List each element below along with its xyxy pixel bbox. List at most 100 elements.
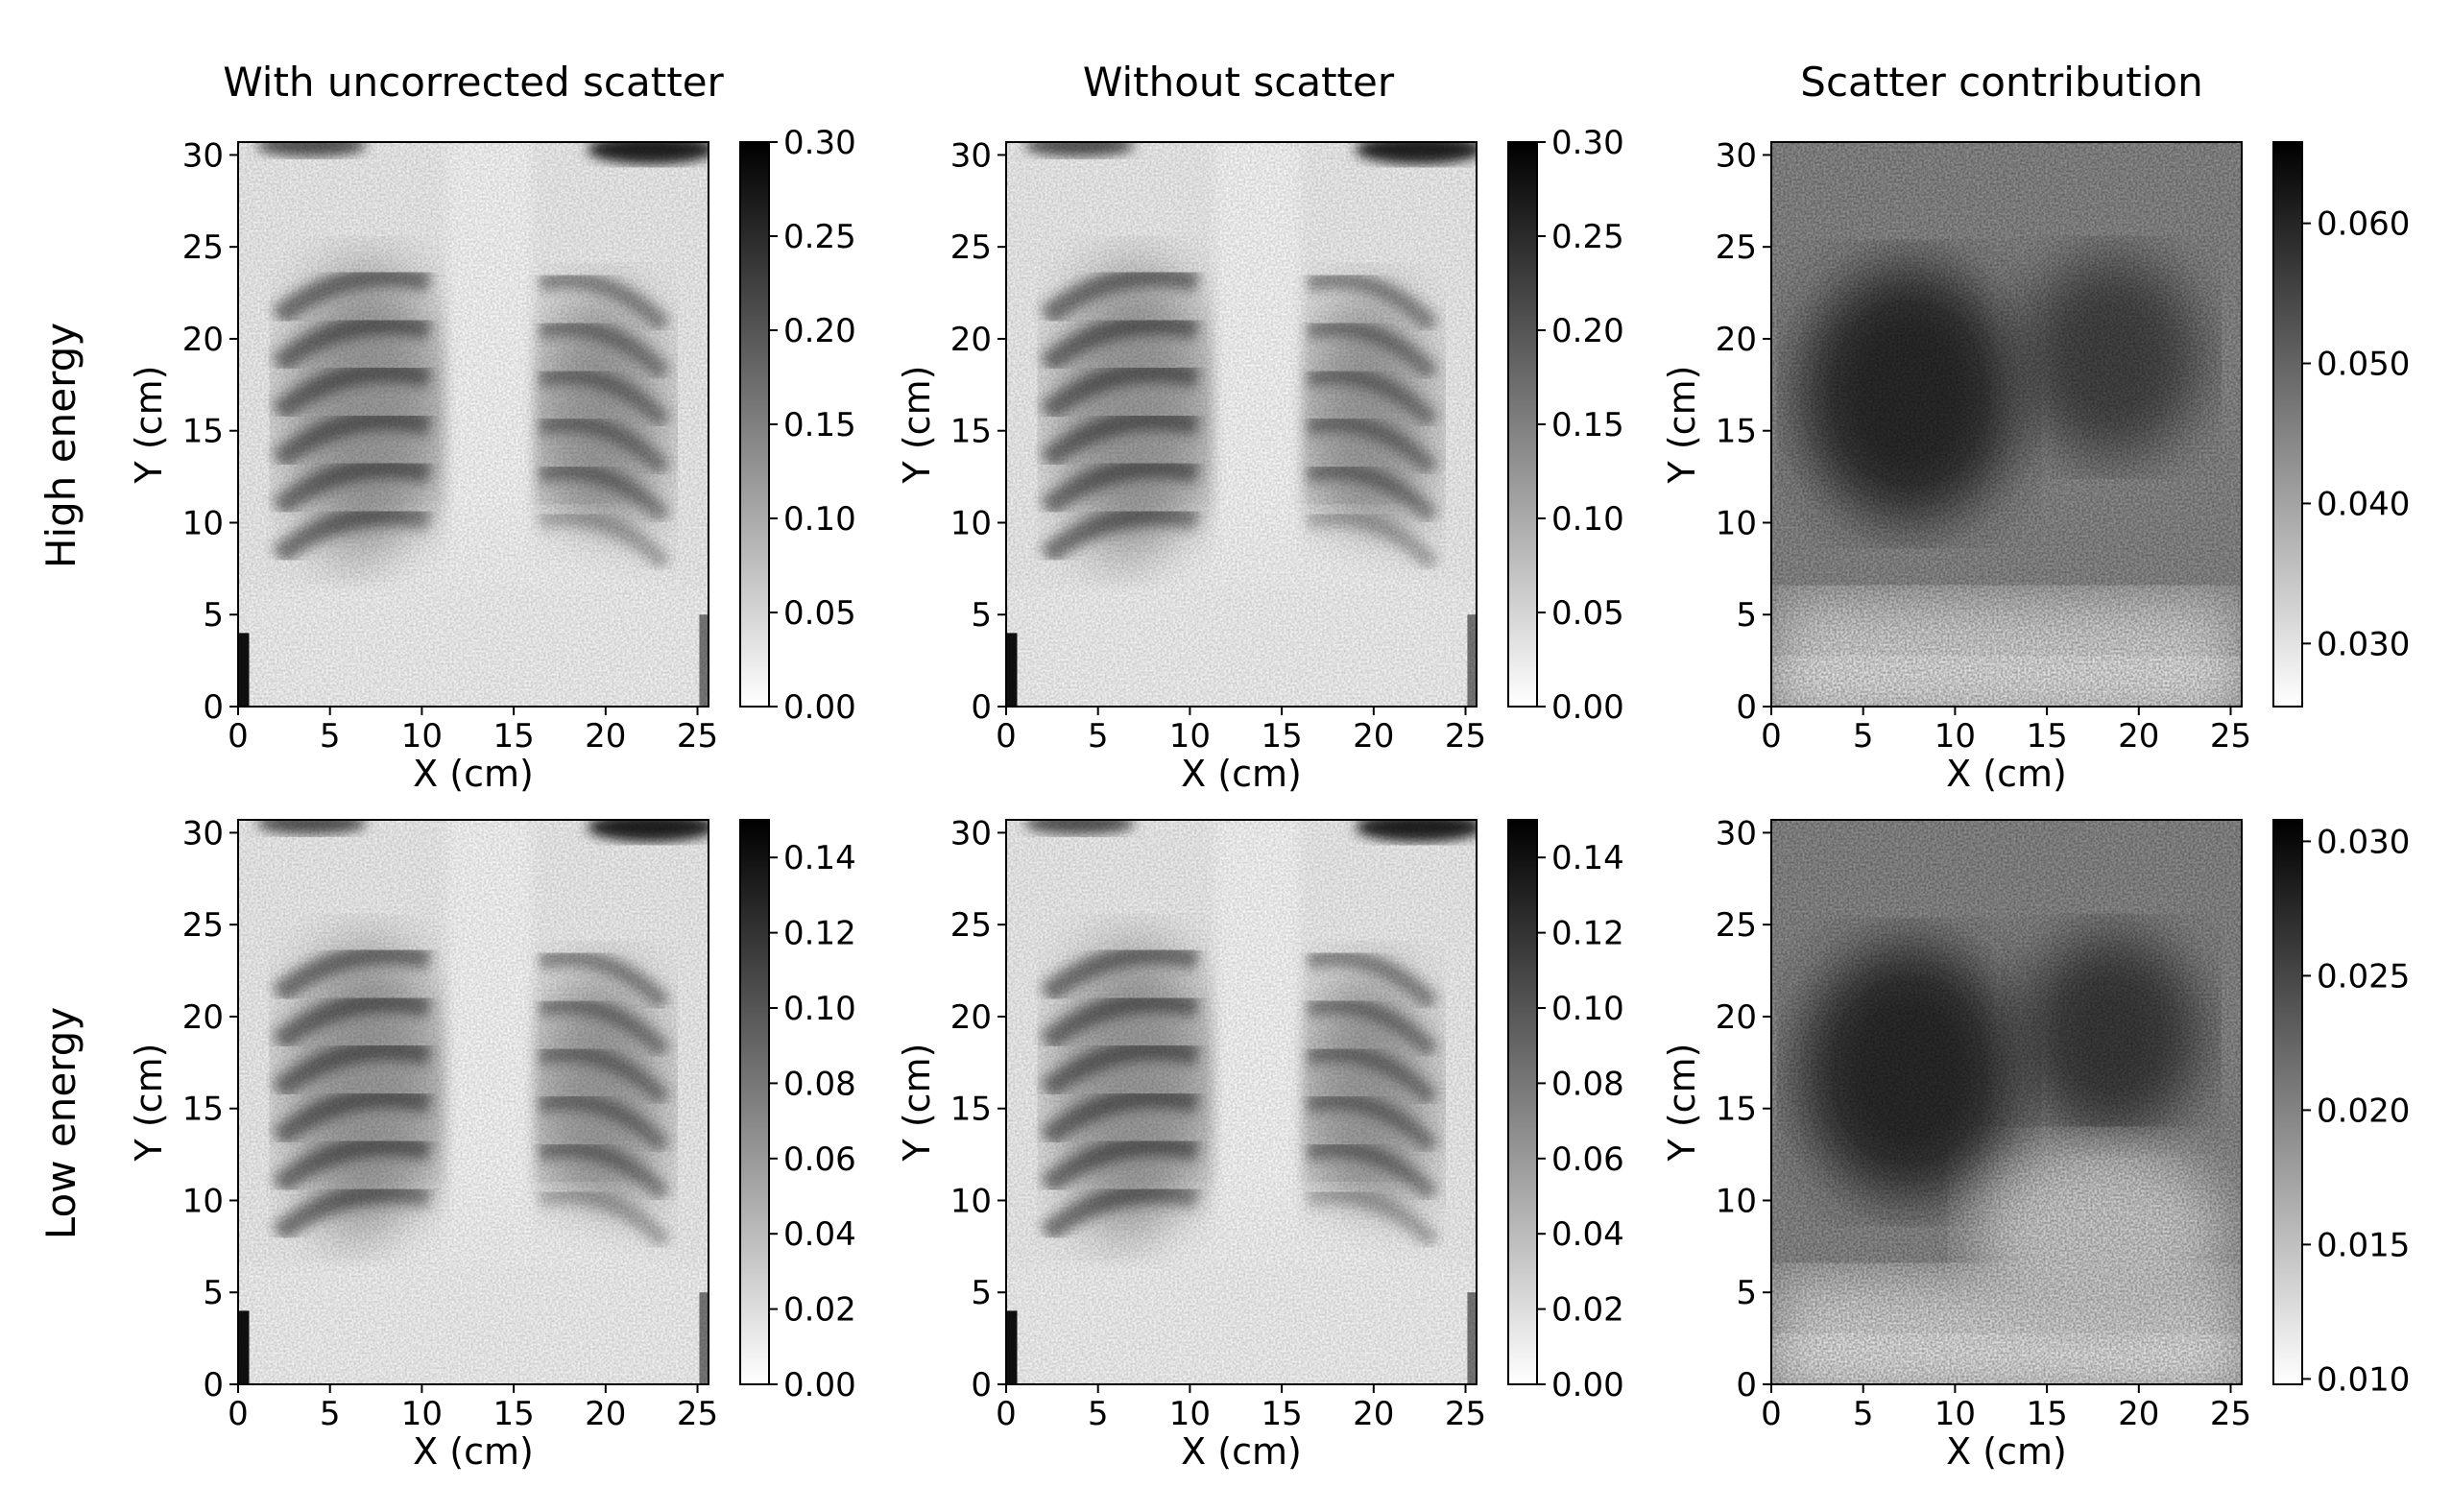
y-tick-label: 0 [1736, 1366, 1757, 1404]
image-noise [238, 820, 709, 1384]
radiograph-image [1006, 820, 1477, 1384]
colorbar-tick-label: 0.02 [1551, 1291, 1624, 1330]
colorbar-tick-label: 0.12 [783, 915, 856, 953]
colorbar-tick-label: 0.025 [2317, 957, 2410, 996]
colorbar-tick-label: 0.030 [2317, 625, 2410, 663]
x-axis-label: X (cm) [413, 1430, 534, 1473]
y-tick-label: 15 [182, 1091, 224, 1129]
x-tick-label: 5 [320, 1395, 341, 1433]
y-axis-label: Y (cm) [128, 366, 170, 485]
y-tick-label: 10 [1716, 1182, 1757, 1220]
x-tick-label: 5 [1088, 1395, 1109, 1433]
x-axis-label: X (cm) [1946, 753, 2067, 795]
x-tick-label: 20 [1353, 1395, 1394, 1433]
colorbar-tick-label: 0.25 [783, 218, 856, 256]
colorbar [1507, 141, 1538, 708]
panel-4: 0 5 10 15 20 25 0 5 10 15 20 25 30 X (cm) Y (cm) 0.00 0.… [128, 814, 856, 1473]
colorbar-tick-label: 0.10 [783, 500, 856, 539]
colorbar-tick-label: 0.10 [1551, 500, 1624, 539]
y-tick-label: 10 [950, 1182, 992, 1220]
colorbar-tick-label: 0.015 [2317, 1226, 2410, 1264]
colorbar-tick-label: 0.10 [1551, 990, 1624, 1028]
scatter-image [1771, 820, 2242, 1384]
y-tick-label: 15 [182, 413, 224, 451]
image-noise [1771, 142, 2242, 707]
y-tick-label: 15 [950, 413, 992, 451]
y-tick-label: 20 [1716, 321, 1757, 359]
colorbar-tick-label: 0.00 [783, 688, 856, 727]
x-tick-label: 5 [1853, 1395, 1874, 1433]
x-tick-label: 15 [493, 1395, 534, 1433]
x-tick-label: 5 [320, 717, 341, 756]
x-tick-label: 15 [2026, 1395, 2067, 1433]
y-tick-label: 15 [950, 1091, 992, 1129]
colorbar-tick-label: 0.02 [783, 1291, 856, 1330]
row-label-low-energy: Low energy [37, 1007, 84, 1239]
axes-frame [237, 141, 709, 708]
panel-2: 0 5 10 15 20 25 0 5 10 15 20 25 30 X (cm) Y (cm) 0.00 0.… [896, 124, 1624, 795]
x-tick-label: 20 [2118, 717, 2159, 756]
y-tick-label: 25 [1716, 906, 1757, 945]
image-noise [238, 142, 709, 707]
colorbar-tick-label: 0.06 [783, 1140, 856, 1179]
colorbar-tick-label: 0.14 [1551, 839, 1624, 877]
y-tick-label: 0 [1736, 688, 1757, 727]
x-tick-label: 10 [401, 1395, 443, 1433]
panel-1: 0 5 10 15 20 25 0 5 10 15 20 25 30 X (cm) Y (cm) 0.00 0.… [128, 124, 856, 795]
y-tick-label: 0 [203, 688, 224, 727]
column-title-1: With uncorrected scatter [223, 59, 724, 106]
x-axis-label: X (cm) [413, 753, 534, 795]
y-tick-label: 5 [971, 1274, 992, 1312]
x-tick-label: 0 [1761, 717, 1782, 756]
x-tick-label: 25 [2210, 717, 2251, 756]
y-tick-label: 30 [1716, 136, 1757, 175]
column-title-2: Without scatter [1083, 59, 1395, 106]
y-tick-label: 20 [950, 998, 992, 1037]
colorbar-tick-label: 0.040 [2317, 485, 2410, 523]
colorbar-tick-label: 0.00 [1551, 688, 1624, 727]
x-axis-label: X (cm) [1946, 1430, 2067, 1473]
x-tick-label: 20 [1353, 717, 1394, 756]
y-tick-label: 0 [971, 1366, 992, 1404]
colorbar-tick-label: 0.00 [1551, 1366, 1624, 1404]
colorbar-tick-label: 0.05 [1551, 594, 1624, 633]
x-tick-label: 5 [1088, 717, 1109, 756]
y-tick-label: 10 [182, 504, 224, 542]
colorbar [2272, 141, 2303, 708]
y-tick-label: 20 [950, 321, 992, 359]
y-axis-label: Y (cm) [896, 1044, 938, 1163]
y-tick-label: 30 [1716, 814, 1757, 852]
colorbar-tick-label: 0.10 [783, 990, 856, 1028]
colorbar [739, 141, 770, 708]
y-tick-label: 5 [971, 596, 992, 635]
x-tick-label: 20 [585, 717, 626, 756]
y-tick-label: 25 [182, 906, 224, 945]
y-tick-label: 25 [950, 906, 992, 945]
x-tick-label: 0 [996, 717, 1017, 756]
image-noise [1771, 820, 2242, 1384]
panel-5: 0 5 10 15 20 25 0 5 10 15 20 25 30 X (cm) Y (cm) 0.00 0.… [896, 814, 1624, 1473]
colorbar-tick-label: 0.060 [2317, 205, 2410, 244]
axes-frame [1005, 819, 1478, 1385]
x-tick-label: 10 [1934, 1395, 1976, 1433]
y-axis-label: Y (cm) [128, 1044, 170, 1163]
colorbar-tick-label: 0.15 [783, 406, 856, 444]
colorbar-tick-label: 0.04 [783, 1215, 856, 1254]
axes-frame [1770, 141, 2243, 708]
colorbar [1507, 819, 1538, 1385]
row-label-high-energy: High energy [37, 323, 84, 568]
colorbar-tick-label: 0.14 [783, 839, 856, 877]
colorbar-tick-label: 0.08 [783, 1065, 856, 1103]
y-tick-label: 30 [182, 814, 224, 852]
y-tick-label: 5 [1736, 1274, 1757, 1312]
panel-6: 0 5 10 15 20 25 0 5 10 15 20 25 30 X (cm) Y (cm) 0.010 0… [1661, 814, 2410, 1473]
y-tick-label: 25 [950, 228, 992, 267]
colorbar-tick-label: 0.15 [1551, 406, 1624, 444]
y-tick-label: 10 [182, 1182, 224, 1220]
y-tick-label: 15 [1716, 1091, 1757, 1129]
x-tick-label: 15 [1261, 717, 1302, 756]
colorbar-tick-label: 0.00 [783, 1366, 856, 1404]
y-tick-label: 30 [950, 136, 992, 175]
y-tick-label: 10 [950, 504, 992, 542]
